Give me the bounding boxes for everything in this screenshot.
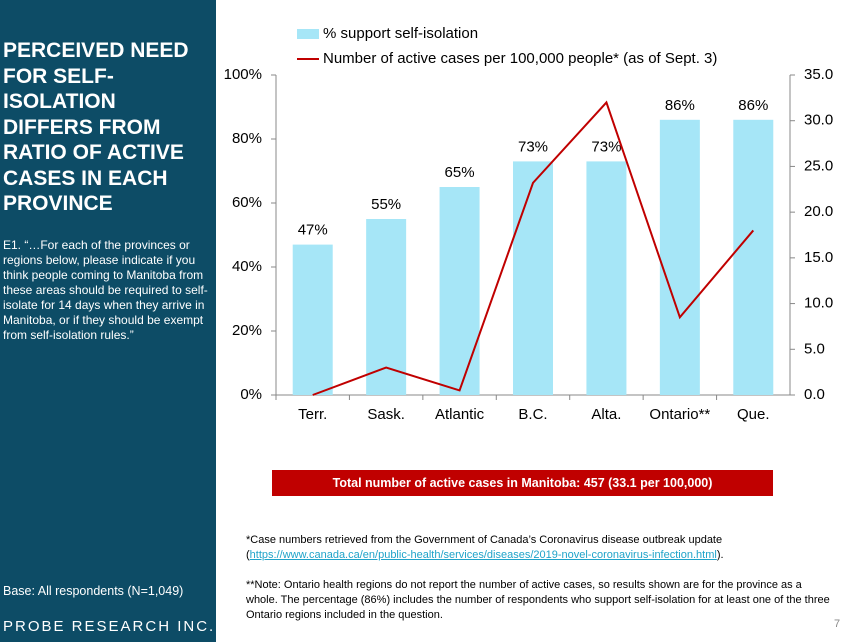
line-series xyxy=(312,100,755,396)
bar xyxy=(439,187,480,395)
x-tick-label: Alta. xyxy=(591,406,621,423)
bar xyxy=(586,161,627,395)
y-tick-label: 0% xyxy=(240,386,262,403)
x-tick-label: Terr. xyxy=(298,406,327,423)
footnote: **Note: Ontario health regions do not re… xyxy=(246,579,830,621)
legend-label: Number of active cases per 100,000 peopl… xyxy=(323,50,717,67)
y-tick-label: 40% xyxy=(232,258,262,275)
base-text: Base: All respondents (N=1,049) xyxy=(3,584,184,598)
bar xyxy=(366,219,407,395)
y2-tick-label: 30.0 xyxy=(804,112,833,129)
data-label: 65% xyxy=(445,164,475,181)
y-tick-label: 60% xyxy=(232,194,262,211)
y2-tick-label: 0.0 xyxy=(804,386,825,403)
y2-tick-label: 15.0 xyxy=(804,249,833,266)
data-label: 55% xyxy=(371,196,401,213)
sidebar: Perceived need for self-isolation differ… xyxy=(0,0,216,642)
x-tick-label: Que. xyxy=(737,406,770,423)
bar xyxy=(292,244,333,395)
footnote-link[interactable]: https://www.canada.ca/en/public-health/s… xyxy=(249,549,717,561)
x-tick-label: B.C. xyxy=(518,406,547,423)
data-label: 73% xyxy=(591,138,621,155)
y2-tick-label: 10.0 xyxy=(804,295,833,312)
footnote-text: ). xyxy=(716,549,724,561)
legend-swatch xyxy=(297,29,319,39)
logo: PROBE RESEARCH INC. xyxy=(3,618,216,635)
footnote: *Case numbers retrieved from the Governm… xyxy=(246,533,836,563)
data-label: 86% xyxy=(665,97,695,114)
y-tick-label: 20% xyxy=(232,322,262,339)
data-label: 73% xyxy=(518,138,548,155)
x-tick-label: Sask. xyxy=(367,406,405,423)
callout: Total number of active cases in Manitoba… xyxy=(272,470,773,496)
bar xyxy=(513,161,553,395)
question-text: E1. “…For each of the provinces or regio… xyxy=(3,238,208,342)
y2-tick-label: 35.0 xyxy=(804,66,833,83)
data-label: 86% xyxy=(738,97,768,114)
y2-tick-label: 20.0 xyxy=(804,203,833,220)
bar xyxy=(733,119,774,396)
footnote-text: *Case numbers retrieved from the Governm… xyxy=(246,534,723,561)
y-tick-label: 100% xyxy=(224,66,262,83)
legend-label: % support self-isolation xyxy=(323,25,478,42)
slide-title: Perceived need for self-isolation differ… xyxy=(3,39,189,215)
data-label: 47% xyxy=(298,222,328,239)
bar xyxy=(659,119,700,396)
y2-tick-label: 5.0 xyxy=(804,340,825,357)
y-tick-label: 80% xyxy=(232,130,262,147)
x-tick-label: Atlantic xyxy=(435,406,485,423)
y2-tick-label: 25.0 xyxy=(804,157,833,174)
x-tick-label: Ontario** xyxy=(649,406,710,423)
page-number: 7 xyxy=(834,618,841,630)
